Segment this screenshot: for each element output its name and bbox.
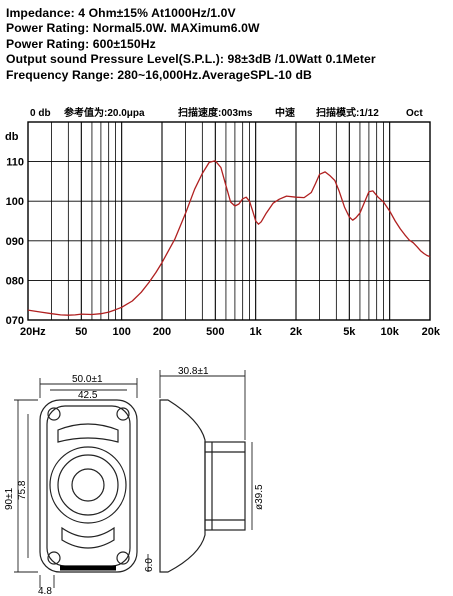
dust-cap (71, 468, 105, 502)
dim-depth: 30.8±1 (178, 366, 209, 377)
x-tick-label: 100 (112, 326, 130, 338)
spec-power-rating: Power Rating: Normal5.0W. MAXimum6.0W (6, 21, 260, 36)
spec-block: Impedance: 4 Ohm±15% At1000Hz/1.0V Power… (6, 6, 451, 83)
response-curve (27, 160, 431, 316)
chart-header-speed: 中速 (275, 106, 295, 119)
x-tick-label: 500 (206, 326, 224, 338)
dim-foot: 4.8 (38, 586, 52, 596)
x-tick-labels: 20Hz 50 100 200 500 1k 2k 5k 10k 20k (20, 326, 441, 338)
x-tick-label: 1k (250, 326, 263, 338)
chart-header-sweep: 扫描速度:003ms (178, 106, 253, 119)
spec-resonance: Power Rating: 600±150Hz (6, 36, 156, 51)
dim-diameter: ø39.5 (254, 484, 265, 510)
mount-hole-tr (116, 407, 130, 421)
dim-inner-width: 42.5 (78, 390, 98, 401)
magnet-housing (204, 441, 246, 531)
dim-width: 50.0±1 (72, 374, 103, 385)
cone-outer (49, 446, 127, 524)
chart-header-mode: 扫描模式:1/12 (316, 106, 379, 119)
mount-hole-br (116, 551, 130, 565)
mount-hole-tl (47, 407, 61, 421)
side-view (159, 399, 246, 573)
frequency-response-chart: 0 db 参考值为:20.0μpa 扫描速度:003ms 中速 扫描模式:1/1… (5, 106, 441, 338)
chart-header-level: 0 db (30, 108, 51, 119)
chart-series (27, 160, 431, 316)
x-tick-label: 10k (380, 326, 399, 338)
x-tick-label: 2k (290, 326, 303, 338)
front-upper-slot (57, 423, 119, 443)
side-frame (159, 399, 206, 573)
y-tick-label: 090 (6, 236, 24, 248)
dimension-labels: 50.0±1 42.5 30.8±1 90±1 75.8 ø39.5 4.8 6… (4, 366, 265, 596)
front-frame-outer (39, 399, 138, 573)
dimension-lines (14, 370, 253, 588)
chart-header-reference: 参考值为:20.0μpa (64, 106, 145, 119)
dim-inner-height: 75.8 (17, 480, 28, 500)
plot-frame (27, 121, 431, 321)
dim-height: 90±1 (4, 487, 15, 510)
y-tick-label: 110 (6, 157, 24, 169)
x-tick-label: 20k (422, 326, 441, 338)
y-tick-label: 080 (6, 275, 24, 287)
front-view (39, 399, 138, 573)
y-tick-label: 100 (6, 196, 24, 208)
chart-grid (27, 121, 431, 321)
x-tick-label: 5k (343, 326, 356, 338)
x-tick-label: 50 (75, 326, 87, 338)
y-tick-label: 070 (6, 315, 24, 327)
y-axis-label: db (5, 131, 19, 143)
spec-spl: Output sound Pressure Level(S.P.L.): 98±… (6, 52, 376, 67)
spec-impedance: Impedance: 4 Ohm±15% At1000Hz/1.0V (6, 6, 236, 20)
x-tick-label: 20Hz (20, 326, 46, 338)
dim-ear: 6.0 (144, 558, 155, 572)
speaker-dimension-drawing: 50.0±1 42.5 30.8±1 90±1 75.8 ø39.5 4.8 6… (4, 366, 265, 596)
terminal-plate (61, 526, 115, 549)
cone-middle (57, 454, 119, 516)
spec-frequency-range: Frequency Range: 280~16,000Hz.AverageSPL… (6, 67, 312, 82)
chart-header-oct: Oct (406, 108, 423, 119)
chart-header: 0 db 参考值为:20.0μpa 扫描速度:003ms 中速 扫描模式:1/1… (30, 106, 423, 119)
mount-hole-bl (47, 551, 61, 565)
x-tick-label: 200 (153, 326, 171, 338)
y-tick-labels: 110 100 090 080 070 (6, 157, 24, 327)
